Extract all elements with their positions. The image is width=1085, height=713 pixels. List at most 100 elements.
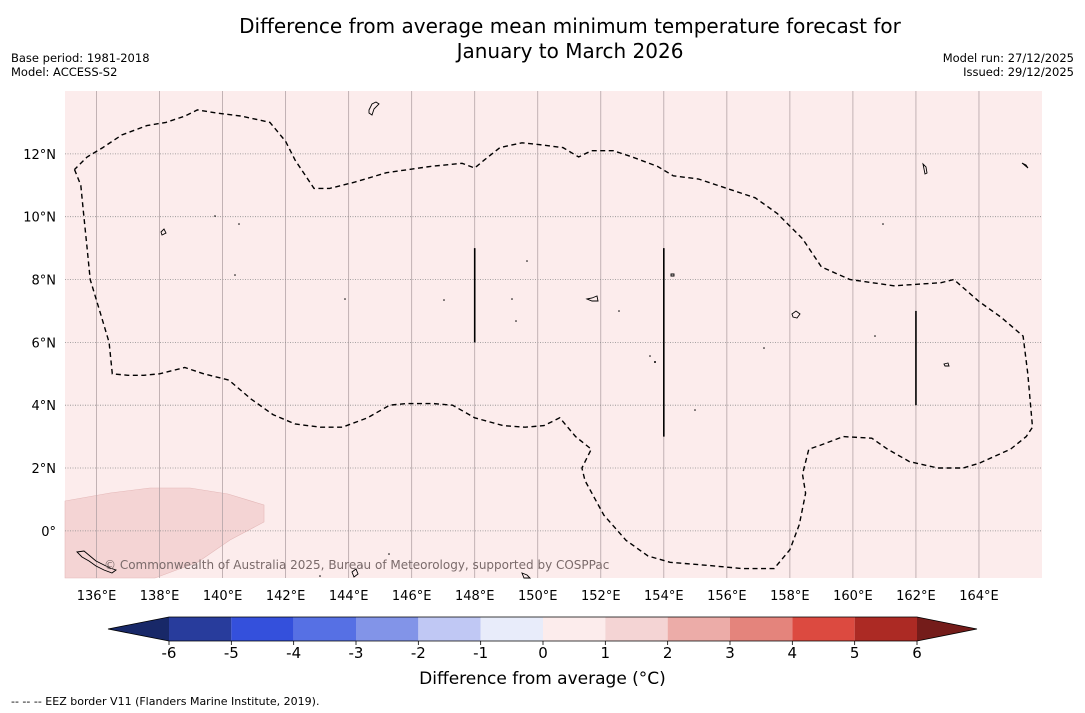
colorbar-tick-label: 6: [912, 644, 922, 662]
lon-tick-label: 140°E: [203, 589, 243, 604]
islet: [874, 335, 876, 337]
lon-tick-label: 152°E: [581, 589, 621, 604]
colorbar-tick-label: 2: [663, 644, 673, 662]
islet: [654, 361, 656, 363]
lon-tick-label: 154°E: [644, 589, 684, 604]
island-outline: [76, 550, 117, 574]
lon-tick-label: 150°E: [518, 589, 558, 604]
colorbar-bin: [543, 617, 606, 641]
colorbar-bin: [480, 617, 543, 641]
colorbar-tick-label: 5: [850, 644, 860, 662]
lat-tick-label: 12°N: [23, 148, 56, 163]
islet: [361, 565, 363, 567]
islet: [214, 215, 216, 217]
lat-tick-label: 6°N: [32, 336, 57, 351]
model-label: Model: ACCESS-S2: [11, 65, 118, 79]
map-title: Difference from average mean minimum tem…: [0, 14, 1085, 64]
colorbar-tick-label: 1: [601, 644, 611, 662]
colorbar-tick-label: -1: [473, 644, 488, 662]
island-outline: [351, 568, 359, 578]
map-panel: 136°E 138°E 140°E 142°E 144°E 146°E 148°E 150°E…: [23, 91, 1042, 604]
colorbar-tick-label: -5: [224, 644, 239, 662]
eez-boundary: [73, 109, 1034, 570]
island-outline: [585, 295, 599, 302]
islet: [882, 223, 884, 225]
islet: [515, 320, 517, 322]
colorbar-tick-label: -2: [411, 644, 426, 662]
colorbar-under-arrow: [108, 617, 169, 641]
islet: [238, 223, 240, 225]
lon-tick-label: 142°E: [266, 589, 306, 604]
islet: [388, 553, 390, 555]
island-outline: [368, 101, 380, 116]
colorbar-bin: [854, 617, 917, 641]
island-outline: [160, 228, 167, 236]
island-outlines: [76, 101, 1029, 579]
colorbar-over-arrow: [917, 617, 977, 641]
lon-tick-label: 144°E: [329, 589, 369, 604]
colorbar-tick-label: -3: [349, 644, 364, 662]
colorbar-ticks: -6 -5 -4 -3 -2 -1 0 1 2 3 4 5 6: [162, 641, 922, 662]
colorbar-tick-label: -6: [162, 644, 177, 662]
colorbar-tick-label: 4: [788, 644, 798, 662]
colorbar-bin: [605, 617, 668, 641]
island-outline: [791, 310, 801, 319]
lon-tick-label: 158°E: [770, 589, 810, 604]
colorbar-tick-label: 3: [725, 644, 735, 662]
colorbar-bin: [730, 617, 793, 641]
island-outline: [943, 362, 950, 367]
lat-tick-label: 4°N: [32, 399, 57, 414]
lon-tick-label: 164°E: [959, 589, 999, 604]
islet: [618, 310, 620, 312]
colorbar-bin: [667, 617, 730, 641]
axis-labels: 136°E 138°E 140°E 142°E 144°E 146°E 148°E 150°E…: [23, 148, 999, 604]
colorbar-tick-label: 0: [538, 644, 548, 662]
meta-left: Base period: 1981-2018 Model: ACCESS-S2: [11, 51, 150, 79]
copyright-notice: © Commonwealth of Australia 2025, Bureau…: [104, 558, 610, 572]
anomaly-region-1-to-2: [64, 487, 265, 579]
colorbar-bins: [107, 616, 978, 642]
lat-tick-label: 0°: [41, 525, 56, 540]
meta-right: Model run: 27/12/2025 Issued: 29/12/2025: [943, 51, 1074, 79]
islet: [319, 575, 321, 577]
lon-tick-label: 162°E: [896, 589, 936, 604]
island-outline: [922, 162, 928, 175]
colorbar-bin: [418, 617, 481, 641]
model-run-label: Model run: 27/12/2025: [942, 51, 1074, 65]
map-title-line2: January to March 2026: [456, 39, 684, 63]
lon-tick-label: 160°E: [833, 589, 873, 604]
colorbar-bin: [231, 617, 294, 641]
lon-tick-label: 138°E: [140, 589, 180, 604]
colorbar-tick-label: -4: [286, 644, 301, 662]
lat-tick-label: 10°N: [23, 211, 56, 226]
eez-legend-footnote: -- -- -- EEZ border V11 (Flanders Marine…: [11, 695, 320, 708]
lon-tick-label: 146°E: [392, 589, 432, 604]
lat-tick-label: 2°N: [32, 462, 57, 477]
island-outline: [521, 572, 532, 579]
islet: [763, 347, 765, 349]
colorbar-bin: [356, 617, 419, 641]
colorbar-outline: [107, 616, 978, 642]
islet: [511, 298, 513, 300]
colorbar-bin: [169, 617, 232, 641]
island-outline: [1021, 162, 1029, 169]
colorbar-title: Difference from average (°C): [419, 669, 666, 689]
islet: [344, 298, 346, 300]
lon-tick-label: 156°E: [707, 589, 747, 604]
lat-tick-label: 8°N: [32, 274, 57, 289]
zone-boundary-lines: [473, 248, 917, 437]
island-outline: [670, 273, 675, 277]
colorbar-bin: [792, 617, 855, 641]
islet: [443, 299, 445, 301]
lon-tick-label: 148°E: [455, 589, 495, 604]
base-period-label: Base period: 1981-2018: [11, 51, 150, 65]
small-islets: [214, 215, 884, 577]
islet: [694, 409, 696, 411]
colorbar-bin: [293, 617, 356, 641]
islet: [234, 274, 236, 276]
islet: [526, 260, 528, 262]
map-title-line1: Difference from average mean minimum tem…: [239, 14, 901, 38]
issued-label: Issued: 29/12/2025: [963, 65, 1074, 79]
islet: [649, 355, 651, 357]
lon-tick-label: 136°E: [77, 589, 117, 604]
